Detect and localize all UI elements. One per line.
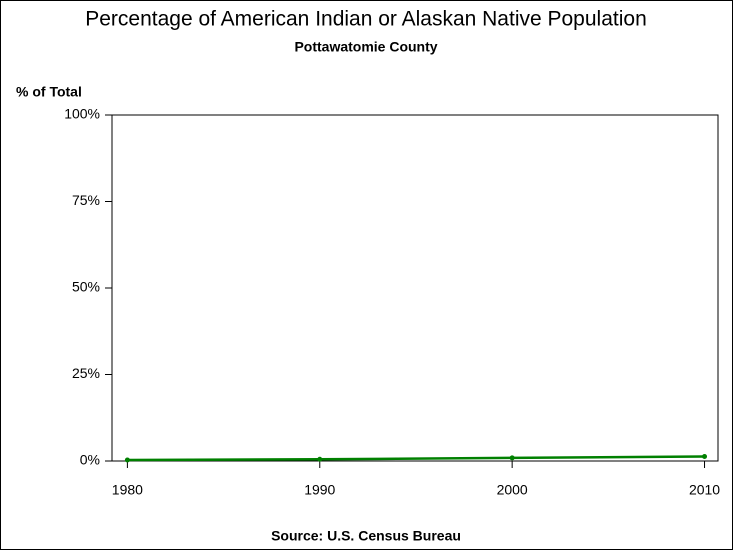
data-point bbox=[702, 454, 708, 460]
data-point bbox=[317, 456, 323, 462]
data-line bbox=[127, 455, 705, 462]
y-tick-label: 50% bbox=[72, 279, 100, 295]
chart-subtitle: Pottawatomie County bbox=[294, 39, 437, 55]
data-point bbox=[124, 457, 130, 463]
y-axis-label: % of Total bbox=[16, 84, 82, 100]
data-point bbox=[509, 455, 515, 461]
x-tick-label: 2000 bbox=[497, 482, 528, 498]
x-tick-label: 1980 bbox=[112, 482, 143, 498]
y-tick-label: 25% bbox=[72, 365, 100, 381]
chart-title: Percentage of American Indian or Alaskan… bbox=[85, 8, 647, 31]
x-tick-label: 2010 bbox=[689, 482, 720, 498]
y-tick-label: 0% bbox=[80, 452, 100, 468]
source-note: Source: U.S. Census Bureau bbox=[271, 528, 461, 544]
y-tick-label: 75% bbox=[72, 192, 100, 208]
x-tick-label: 1990 bbox=[304, 482, 335, 498]
y-tick-label: 100% bbox=[64, 106, 100, 122]
